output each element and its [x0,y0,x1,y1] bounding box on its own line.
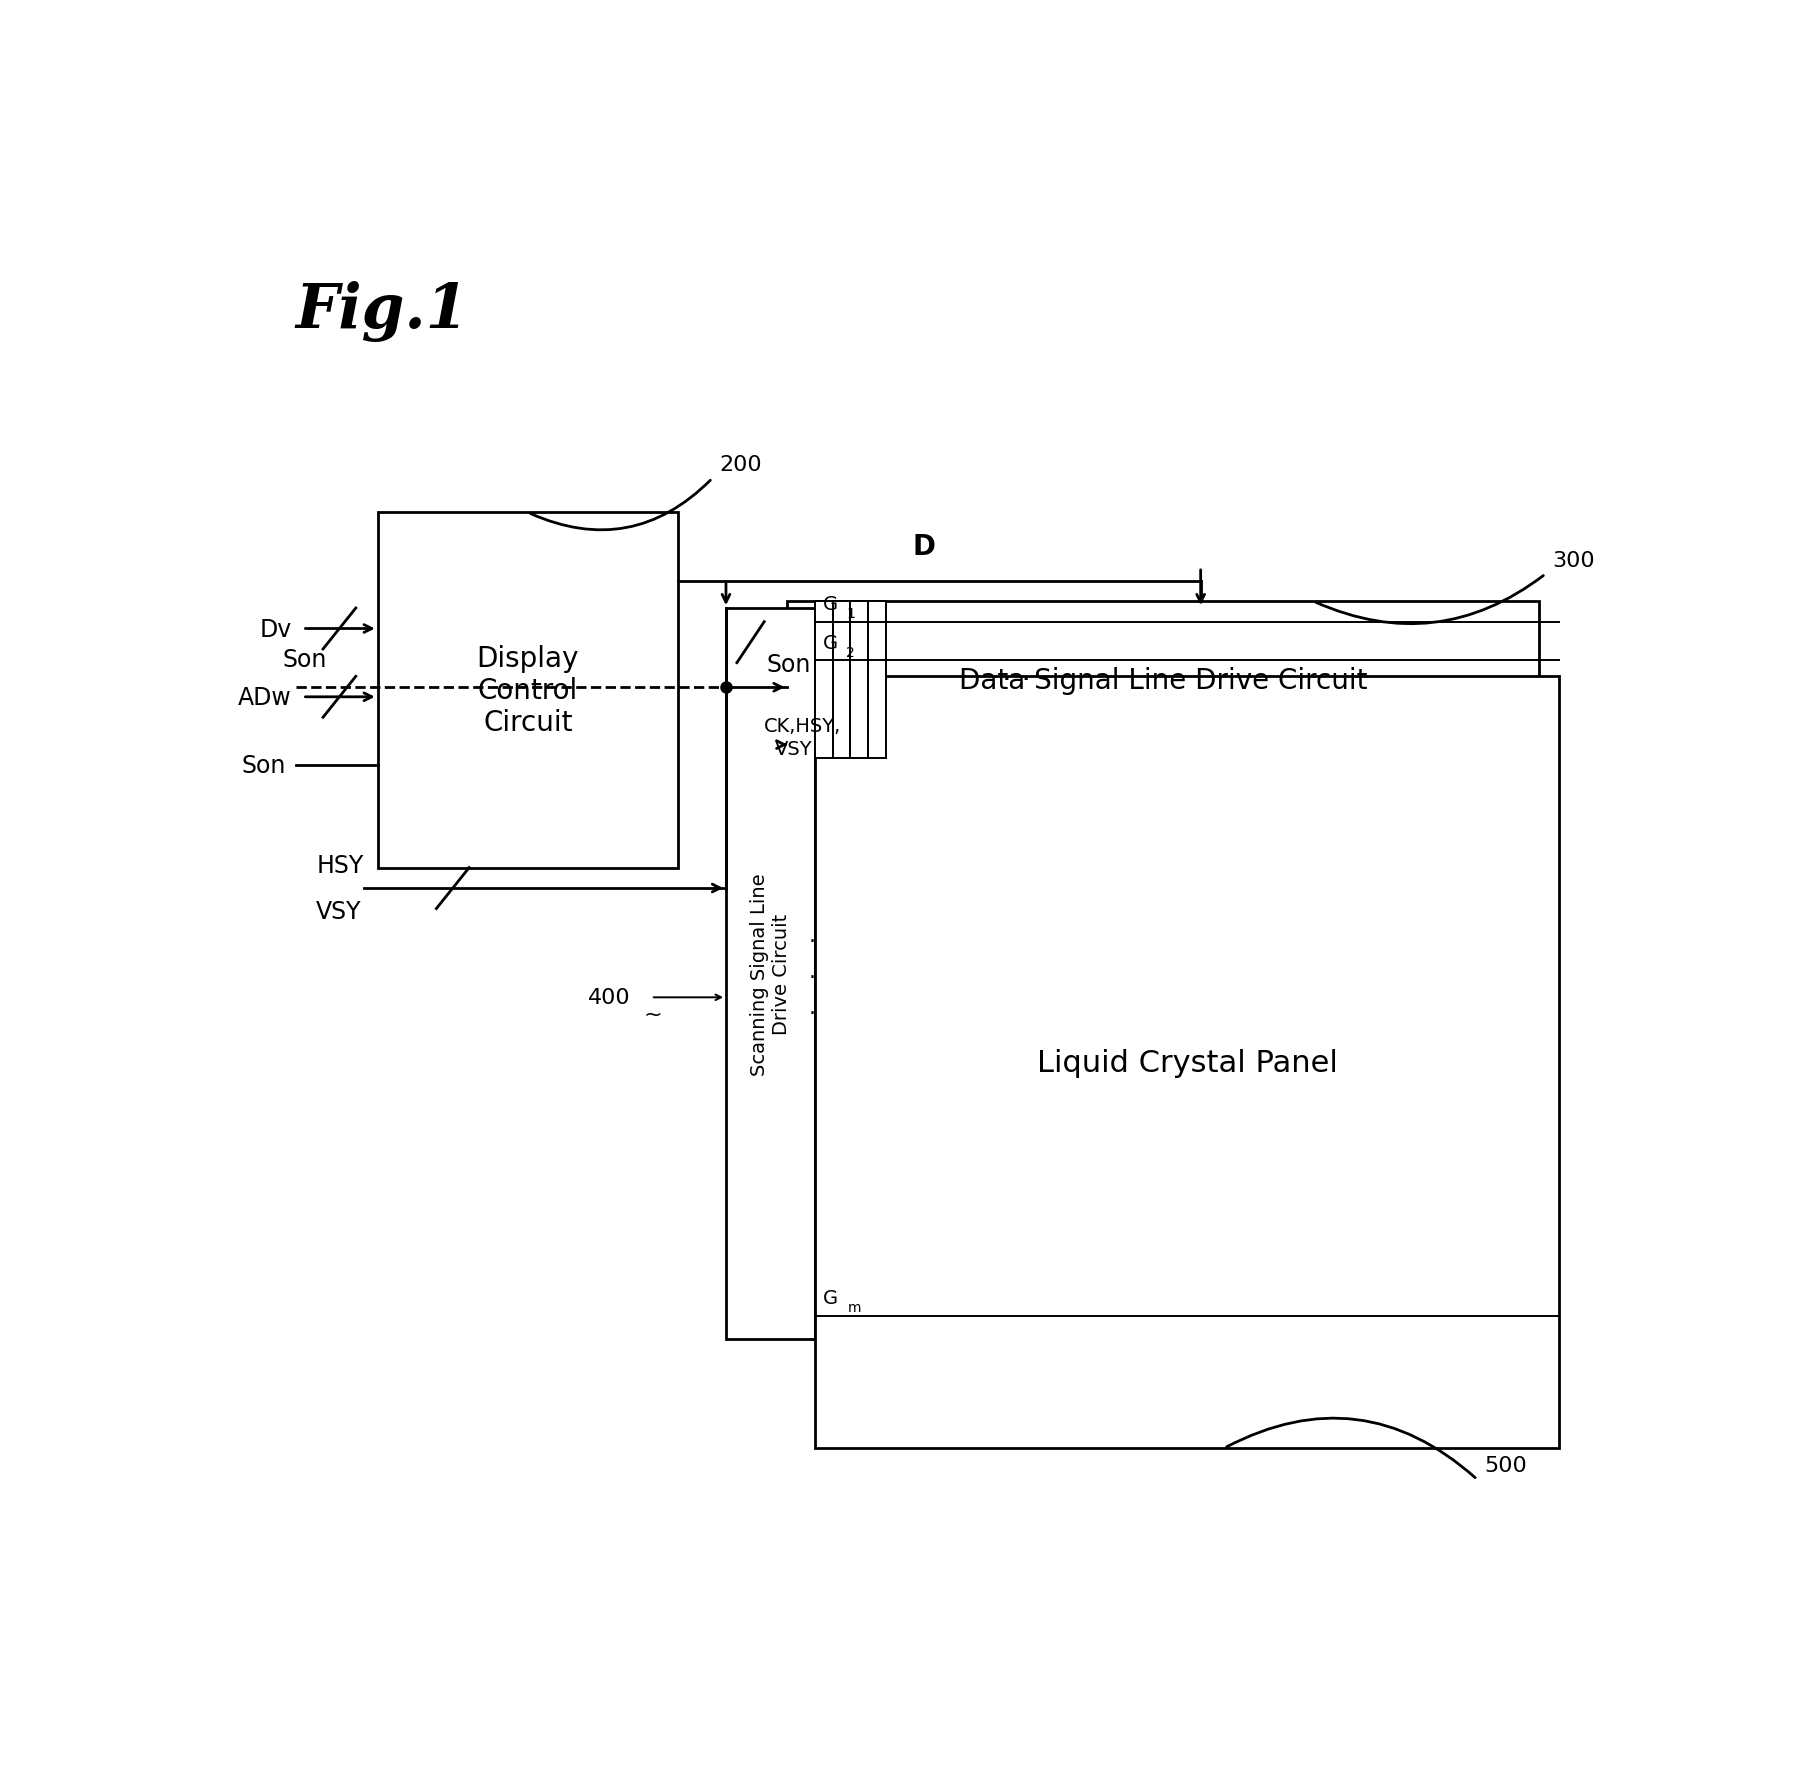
Text: Liquid Crystal Panel: Liquid Crystal Panel [1037,1048,1338,1076]
Text: 400: 400 [588,988,631,1007]
Text: 500: 500 [1484,1456,1527,1475]
Text: G: G [822,596,838,613]
Text: G: G [822,1289,838,1308]
Text: Fig.1: Fig.1 [296,280,469,342]
Bar [788,601,1538,759]
Text: Son: Son [242,754,287,778]
Text: CK,HSY,: CK,HSY, [764,716,842,736]
Bar [867,601,885,759]
Text: Son: Son [281,647,326,672]
Text: Son: Son [766,652,811,677]
Text: HSY: HSY [316,853,364,878]
Text: Dv: Dv [260,617,292,642]
Text: 300: 300 [1552,550,1596,571]
Text: ~: ~ [644,1005,664,1025]
Text: Display
Control
Circuit: Display Control Circuit [476,644,579,738]
Text: 1: 1 [846,606,855,621]
Text: VSY: VSY [316,899,362,924]
Bar [815,677,1560,1449]
Text: 200: 200 [719,456,761,475]
Text: Scanning Signal Line
Drive Circuit: Scanning Signal Line Drive Circuit [750,872,792,1074]
Text: 2: 2 [846,645,855,660]
Bar [727,608,815,1339]
Text: G: G [822,633,838,652]
Text: VSY: VSY [775,739,813,759]
Bar [851,601,867,759]
Text: · · ·: · · · [1002,665,1051,695]
Text: ·
·
·: · · · [808,931,815,1023]
Bar [377,512,678,869]
Bar [833,601,851,759]
Bar [815,601,833,759]
Text: m: m [847,1300,862,1314]
Text: ADw: ADw [238,686,292,709]
Text: Data Signal Line Drive Circuit: Data Signal Line Drive Circuit [959,667,1367,695]
Text: D: D [912,534,936,560]
